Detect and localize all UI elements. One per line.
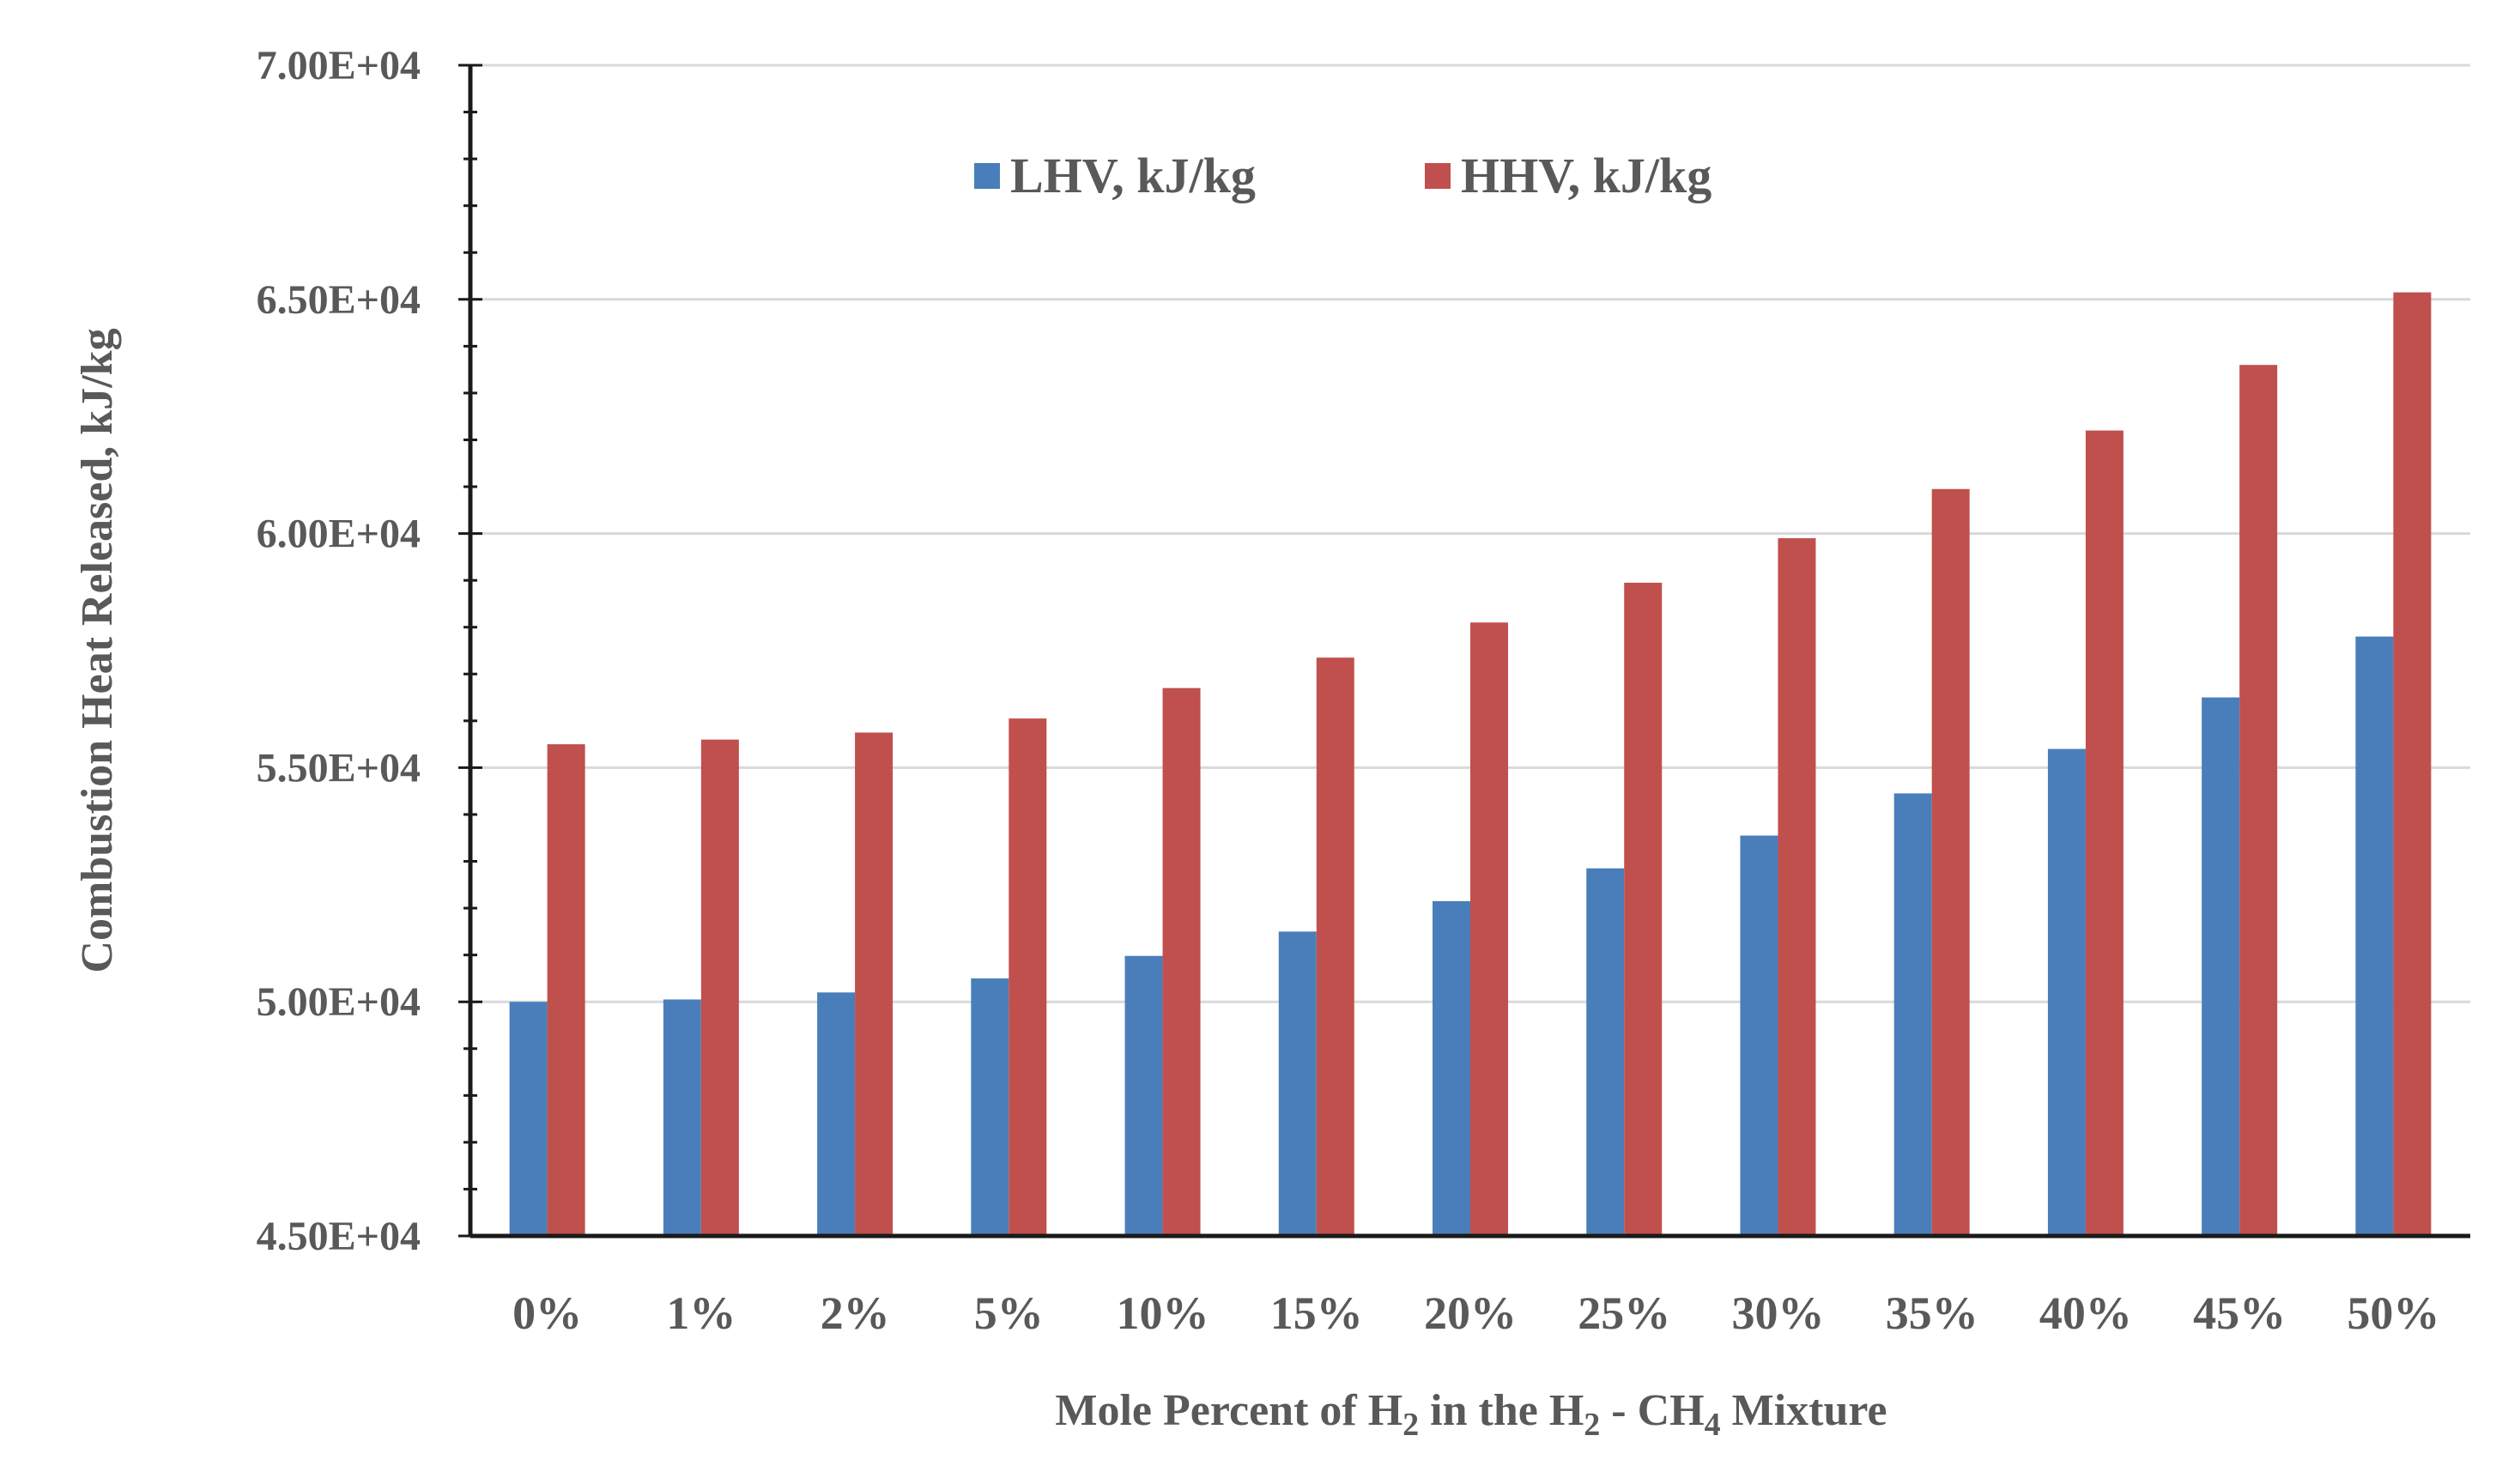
x-tick-label: 35% <box>1886 1287 1978 1339</box>
bar-lhv <box>509 1002 548 1236</box>
bar-lhv <box>2047 748 2086 1236</box>
bar-hhv <box>1316 657 1354 1236</box>
legend-label: HHV, kJ/kg <box>1461 148 1711 203</box>
x-tick-label: 1% <box>666 1287 736 1339</box>
bar-lhv <box>1740 835 1778 1236</box>
bar-lhv <box>663 999 701 1236</box>
legend-label: LHV, kJ/kg <box>1010 148 1256 203</box>
axes <box>458 64 2470 1239</box>
x-tick-label: 20% <box>1424 1287 1517 1339</box>
labels: 4.50E+04 5.00E+04 5.50E+04 6.00E+04 6.50E+04… <box>73 43 2439 1443</box>
y-axis-title: Combustion Heat Released, kJ/kg <box>73 328 122 972</box>
x-tick-label: 5% <box>974 1287 1044 1339</box>
x-tick-label: 2% <box>821 1287 890 1339</box>
legend-swatch <box>1425 163 1451 189</box>
bar-lhv <box>1124 955 1163 1236</box>
bar-hhv <box>1009 718 1047 1236</box>
x-tick-label: 15% <box>1270 1287 1363 1339</box>
y-tick-label: 7.00E+04 <box>257 43 421 88</box>
y-tick-label: 6.00E+04 <box>257 512 421 557</box>
bar-hhv <box>2085 430 2123 1236</box>
x-tick-label: 0% <box>512 1287 582 1339</box>
y-tick-label: 6.50E+04 <box>257 277 421 323</box>
bar-hhv <box>1778 538 1816 1236</box>
x-axis-title: Mole Percent of H2 in the H2 - CH4 Mixtu… <box>1055 1386 1887 1443</box>
legend-swatch <box>974 163 1000 189</box>
bar-hhv <box>1470 622 1508 1236</box>
bar-hhv <box>1931 488 1970 1236</box>
bar-lhv <box>2355 636 2394 1236</box>
bar-hhv <box>2393 292 2432 1237</box>
bar-lhv <box>1586 868 1625 1236</box>
bars <box>509 292 2432 1237</box>
bar-hhv <box>700 739 739 1236</box>
legend: LHV, kJ/kg HHV, kJ/kg <box>974 148 1711 203</box>
gridlines <box>470 64 2470 1003</box>
bar-hhv <box>547 744 585 1236</box>
y-tick-label: 5.50E+04 <box>257 745 421 790</box>
bar-lhv <box>1433 900 1470 1236</box>
y-tick-label: 5.00E+04 <box>257 979 421 1025</box>
x-tick-label: 40% <box>2039 1287 2132 1339</box>
bar-lhv <box>1278 931 1317 1236</box>
x-tick-label: 50% <box>2347 1287 2439 1339</box>
x-tick-label: 25% <box>1578 1287 1670 1339</box>
bar-lhv <box>971 978 1009 1236</box>
x-tick-label: 30% <box>1731 1287 1824 1339</box>
bar-hhv <box>1624 582 1663 1236</box>
bar-hhv <box>2239 365 2278 1237</box>
bar-lhv <box>1893 793 1932 1236</box>
x-tick-label: 10% <box>1117 1287 1209 1339</box>
bar-hhv <box>1162 687 1201 1236</box>
y-tick-label: 4.50E+04 <box>257 1214 421 1259</box>
bar-lhv <box>2202 697 2240 1236</box>
x-tick-label: 45% <box>2193 1287 2286 1339</box>
bar-hhv <box>855 732 894 1236</box>
bar-lhv <box>817 992 856 1236</box>
